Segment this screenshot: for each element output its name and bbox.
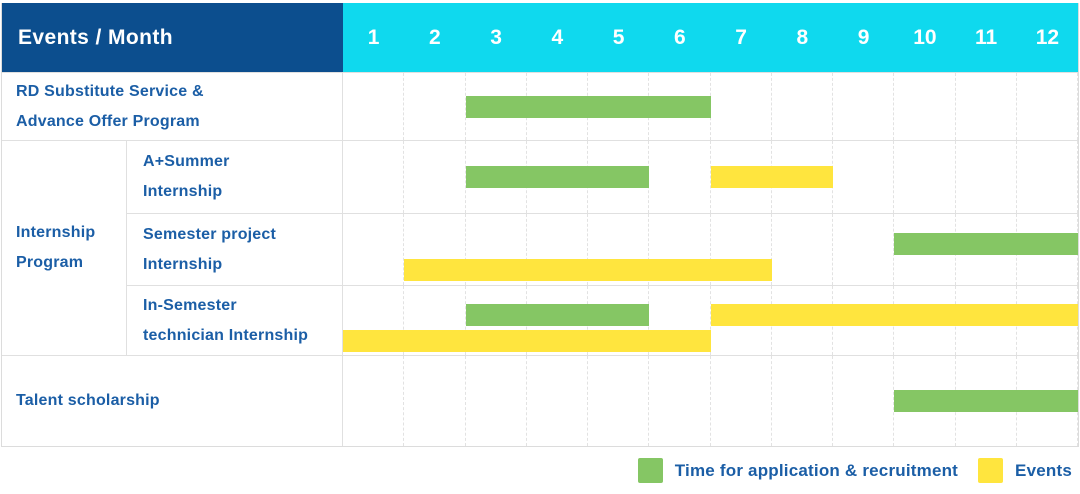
header-title-cell: Events / Month bbox=[2, 3, 343, 72]
application-swatch-icon bbox=[637, 458, 663, 483]
label-line: In-Semester bbox=[143, 296, 237, 314]
group-internship-program: Internship Program A+Summer Internship S… bbox=[2, 141, 1078, 356]
month-grid-cell bbox=[343, 141, 405, 213]
row-talent-scholarship: Talent scholarship bbox=[2, 356, 1078, 446]
month-grid-cell bbox=[588, 356, 650, 446]
month-header-cell: 6 bbox=[674, 25, 686, 49]
month-grid-cell bbox=[956, 141, 1017, 213]
application-bar bbox=[894, 390, 1078, 412]
label-line: Program bbox=[16, 254, 84, 271]
month-grid-cell bbox=[649, 356, 711, 446]
label-line: Internship bbox=[143, 255, 223, 273]
month-header-cell: 3 bbox=[490, 25, 502, 49]
month-grid-cell bbox=[343, 356, 405, 446]
month-grid-cell bbox=[833, 141, 895, 213]
month-header-cell: 12 bbox=[1035, 25, 1060, 49]
row-label-rd-substitute: RD Substitute Service & Advance Offer Pr… bbox=[2, 73, 343, 140]
month-header-cell: 5 bbox=[612, 25, 625, 49]
event-bar bbox=[343, 329, 711, 352]
month-header-cell: 10 bbox=[913, 25, 937, 49]
legend-label: Events bbox=[1015, 460, 1072, 480]
month-grid-cell bbox=[649, 214, 711, 285]
legend: Time for application & recruitment Events bbox=[0, 447, 1080, 494]
month-grid-cell bbox=[527, 214, 588, 285]
table-header-row: Events / Month 1 2 3 4 5 6 7 8 9 10 11 12 bbox=[2, 3, 1078, 73]
application-bar bbox=[465, 95, 711, 118]
month-grid-cell bbox=[894, 141, 956, 213]
month-grid-cell bbox=[466, 356, 527, 446]
label-line: Talent scholarship bbox=[16, 392, 160, 410]
row-rd-substitute: RD Substitute Service & Advance Offer Pr… bbox=[2, 73, 1078, 141]
gantt-track bbox=[343, 356, 1078, 446]
label-line: RD Substitute Service & bbox=[16, 82, 204, 100]
month-header-cell: 9 bbox=[857, 25, 870, 49]
label-line: A+Summer bbox=[143, 153, 230, 171]
application-bar bbox=[465, 303, 650, 326]
month-grid-cell bbox=[527, 356, 588, 446]
month-grid-cell bbox=[894, 73, 956, 140]
month-grid-cell bbox=[466, 214, 527, 285]
legend-item-application: Time for application & recruitment bbox=[637, 458, 959, 483]
row-label-a-summer: A+Summer Internship bbox=[127, 141, 343, 213]
label-line: Semester project bbox=[143, 225, 277, 243]
gantt-track bbox=[343, 141, 1078, 213]
month-grid-cell bbox=[772, 214, 833, 285]
month-grid-cell bbox=[649, 286, 711, 355]
month-grid-cell bbox=[711, 73, 772, 140]
label-line: Advance Offer Program bbox=[16, 112, 200, 130]
gantt-track bbox=[343, 286, 1078, 355]
event-swatch-icon bbox=[978, 458, 1004, 483]
month-grid-cell bbox=[772, 73, 833, 140]
header-title: Events / Month bbox=[18, 25, 173, 49]
month-grid-cell bbox=[343, 214, 405, 285]
month-grid-cell bbox=[1017, 73, 1078, 140]
event-bar bbox=[404, 259, 772, 282]
group-label-internship-program: Internship Program bbox=[2, 141, 127, 355]
gantt-track bbox=[343, 214, 1078, 285]
month-grid-cell bbox=[404, 141, 466, 213]
legend-label: Time for application & recruitment bbox=[674, 460, 959, 480]
month-header-cell: 8 bbox=[796, 25, 809, 49]
month-header-cell: 1 bbox=[367, 25, 380, 49]
month-grid-cell bbox=[772, 356, 833, 446]
month-header-cell: 4 bbox=[551, 25, 564, 49]
month-grid-cell bbox=[588, 214, 650, 285]
legend-item-event: Events bbox=[978, 458, 1072, 483]
group-sub-rows: A+Summer Internship Semester project Int… bbox=[127, 141, 1078, 355]
label-line: Internship bbox=[16, 224, 96, 242]
gantt-table: Events / Month 1 2 3 4 5 6 7 8 9 10 11 12 RD Substi… bbox=[1, 3, 1079, 447]
row-label-semester-project: Semester project Internship bbox=[127, 214, 343, 285]
application-bar bbox=[894, 232, 1078, 255]
month-grid-cell bbox=[956, 73, 1017, 140]
month-grid-cell bbox=[343, 286, 405, 355]
month-grid-cell bbox=[833, 73, 895, 140]
row-semester-project-internship: Semester project Internship bbox=[127, 213, 1078, 285]
gantt-track bbox=[343, 73, 1078, 140]
month-grid-cell bbox=[711, 356, 772, 446]
month-header: 1 2 3 4 5 6 7 8 9 10 11 12 bbox=[343, 3, 1078, 72]
month-header-cell: 2 bbox=[429, 25, 441, 49]
month-grid-cell bbox=[833, 356, 895, 446]
month-grid-cell bbox=[343, 73, 405, 140]
month-header-cell: 11 bbox=[975, 25, 998, 49]
month-grid-cell bbox=[833, 214, 895, 285]
month-grid-cell bbox=[404, 356, 466, 446]
row-in-semester-technician-internship: In-Semester technician Internship bbox=[127, 285, 1078, 355]
month-grid-cell bbox=[404, 73, 466, 140]
event-bar bbox=[710, 166, 833, 188]
row-label-talent-scholarship: Talent scholarship bbox=[2, 356, 343, 446]
month-grid-cell bbox=[1017, 141, 1078, 213]
row-label-in-semester-technician: In-Semester technician Internship bbox=[127, 286, 343, 355]
application-bar bbox=[465, 166, 650, 188]
label-line: technician Internship bbox=[143, 326, 309, 344]
row-a-summer-internship: A+Summer Internship bbox=[127, 141, 1078, 213]
month-grid-cell bbox=[404, 214, 466, 285]
month-grid-cell bbox=[649, 141, 711, 213]
event-bar bbox=[710, 303, 1078, 326]
month-grid-cell bbox=[404, 286, 466, 355]
month-header-cell: 7 bbox=[735, 25, 747, 49]
label-line: Internship bbox=[143, 183, 223, 200]
month-grid-cell bbox=[711, 214, 772, 285]
